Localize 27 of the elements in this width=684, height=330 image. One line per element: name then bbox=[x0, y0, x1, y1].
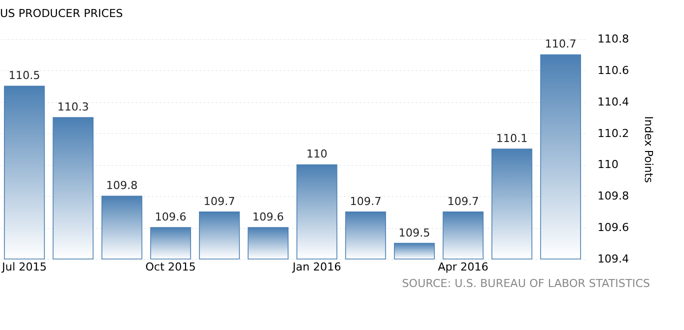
data-label: 109.6 bbox=[154, 210, 186, 224]
x-tick-label: Oct 2015 bbox=[145, 260, 196, 274]
data-label: 109.7 bbox=[447, 194, 479, 208]
y-tick-label: 109.6 bbox=[598, 221, 629, 234]
y-tick-label: 109.4 bbox=[598, 252, 629, 266]
data-label: 110.1 bbox=[496, 132, 528, 145]
data-label: 109.8 bbox=[106, 179, 138, 192]
x-tick-label: Jan 2016 bbox=[292, 260, 342, 274]
data-label: 109.6 bbox=[252, 210, 284, 224]
data-label: 109.7 bbox=[350, 194, 382, 208]
x-tick-label: Apr 2016 bbox=[438, 260, 488, 274]
data-label: 110 bbox=[306, 148, 328, 161]
y-tick-label: 109.8 bbox=[598, 190, 629, 203]
y-axis-title: Index Points bbox=[642, 116, 655, 184]
data-label: 109.5 bbox=[398, 226, 430, 240]
data-label: 110.3 bbox=[57, 100, 89, 114]
chart-title: US PRODUCER PRICES bbox=[0, 7, 123, 20]
data-label: 110.7 bbox=[544, 38, 576, 51]
source-note: SOURCE: U.S. BUREAU OF LABOR STATISTICS bbox=[402, 277, 650, 290]
y-tick-label: 110.2 bbox=[598, 126, 629, 140]
data-label: 109.7 bbox=[204, 194, 236, 208]
y-tick-label: 110.6 bbox=[598, 64, 629, 77]
data-label: 110.5 bbox=[8, 69, 40, 82]
y-tick-label: 110.8 bbox=[598, 32, 629, 46]
y-tick-label: 110 bbox=[598, 158, 618, 172]
x-tick-label: Jul 2015 bbox=[0, 260, 47, 274]
y-tick-label: 110.4 bbox=[598, 95, 629, 108]
